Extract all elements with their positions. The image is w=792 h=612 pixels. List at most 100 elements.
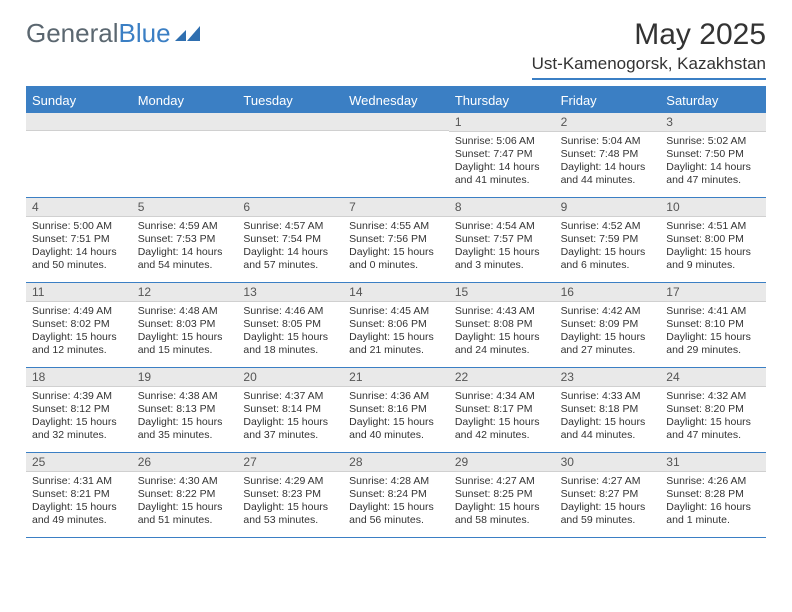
calendar-week: 25Sunrise: 4:31 AMSunset: 8:21 PMDayligh… — [26, 453, 766, 538]
calendar-cell: 28Sunrise: 4:28 AMSunset: 8:24 PMDayligh… — [343, 453, 449, 537]
calendar-cell: 22Sunrise: 4:34 AMSunset: 8:17 PMDayligh… — [449, 368, 555, 452]
sunset-text: Sunset: 7:56 PM — [349, 233, 443, 246]
cell-body: Sunrise: 4:28 AMSunset: 8:24 PMDaylight:… — [343, 472, 449, 533]
daylight-text: Daylight: 14 hours and 50 minutes. — [32, 246, 126, 272]
daylight-text: Daylight: 15 hours and 32 minutes. — [32, 416, 126, 442]
sunrise-text: Sunrise: 5:02 AM — [666, 135, 760, 148]
daylight-text: Daylight: 15 hours and 53 minutes. — [243, 501, 337, 527]
sunrise-text: Sunrise: 4:39 AM — [32, 390, 126, 403]
daylight-text: Daylight: 14 hours and 47 minutes. — [666, 161, 760, 187]
sunset-text: Sunset: 8:03 PM — [138, 318, 232, 331]
sunset-text: Sunset: 8:12 PM — [32, 403, 126, 416]
date-number: 26 — [132, 453, 238, 472]
calendar-cell: 4Sunrise: 5:00 AMSunset: 7:51 PMDaylight… — [26, 198, 132, 282]
weekday-label: Friday — [555, 88, 661, 113]
date-number: 8 — [449, 198, 555, 217]
cell-body: Sunrise: 4:31 AMSunset: 8:21 PMDaylight:… — [26, 472, 132, 533]
sunset-text: Sunset: 7:51 PM — [32, 233, 126, 246]
calendar-cell: 27Sunrise: 4:29 AMSunset: 8:23 PMDayligh… — [237, 453, 343, 537]
sunrise-text: Sunrise: 4:27 AM — [561, 475, 655, 488]
daylight-text: Daylight: 15 hours and 47 minutes. — [666, 416, 760, 442]
sunrise-text: Sunrise: 5:06 AM — [455, 135, 549, 148]
calendar-cell: 21Sunrise: 4:36 AMSunset: 8:16 PMDayligh… — [343, 368, 449, 452]
logo-mark-icon — [175, 18, 201, 49]
daylight-text: Daylight: 15 hours and 35 minutes. — [138, 416, 232, 442]
calendar-cell — [343, 113, 449, 197]
cell-body: Sunrise: 4:49 AMSunset: 8:02 PMDaylight:… — [26, 302, 132, 363]
sunrise-text: Sunrise: 5:04 AM — [561, 135, 655, 148]
daylight-text: Daylight: 15 hours and 3 minutes. — [455, 246, 549, 272]
sunset-text: Sunset: 8:02 PM — [32, 318, 126, 331]
sunrise-text: Sunrise: 4:27 AM — [455, 475, 549, 488]
calendar-cell: 7Sunrise: 4:55 AMSunset: 7:56 PMDaylight… — [343, 198, 449, 282]
daylight-text: Daylight: 14 hours and 57 minutes. — [243, 246, 337, 272]
sunrise-text: Sunrise: 4:42 AM — [561, 305, 655, 318]
sunset-text: Sunset: 8:22 PM — [138, 488, 232, 501]
cell-body: Sunrise: 4:54 AMSunset: 7:57 PMDaylight:… — [449, 217, 555, 278]
calendar-cell: 30Sunrise: 4:27 AMSunset: 8:27 PMDayligh… — [555, 453, 661, 537]
logo-text-1: General — [26, 18, 119, 49]
sunset-text: Sunset: 8:25 PM — [455, 488, 549, 501]
date-number: 21 — [343, 368, 449, 387]
daylight-text: Daylight: 16 hours and 1 minute. — [666, 501, 760, 527]
sunrise-text: Sunrise: 4:45 AM — [349, 305, 443, 318]
sunrise-text: Sunrise: 4:30 AM — [138, 475, 232, 488]
calendar-cell: 3Sunrise: 5:02 AMSunset: 7:50 PMDaylight… — [660, 113, 766, 197]
calendar-cell: 16Sunrise: 4:42 AMSunset: 8:09 PMDayligh… — [555, 283, 661, 367]
cell-body: Sunrise: 4:46 AMSunset: 8:05 PMDaylight:… — [237, 302, 343, 363]
date-number: 17 — [660, 283, 766, 302]
daylight-text: Daylight: 15 hours and 42 minutes. — [455, 416, 549, 442]
sunrise-text: Sunrise: 4:51 AM — [666, 220, 760, 233]
date-number: 4 — [26, 198, 132, 217]
sunrise-text: Sunrise: 4:29 AM — [243, 475, 337, 488]
header: GeneralBlue May 2025 Ust-Kamenogorsk, Ka… — [0, 0, 792, 86]
logo: GeneralBlue — [26, 18, 201, 49]
calendar-cell: 19Sunrise: 4:38 AMSunset: 8:13 PMDayligh… — [132, 368, 238, 452]
calendar-cell — [237, 113, 343, 197]
calendar-week: 11Sunrise: 4:49 AMSunset: 8:02 PMDayligh… — [26, 283, 766, 368]
date-number: 24 — [660, 368, 766, 387]
sunset-text: Sunset: 8:14 PM — [243, 403, 337, 416]
calendar-week: 18Sunrise: 4:39 AMSunset: 8:12 PMDayligh… — [26, 368, 766, 453]
calendar-cell: 6Sunrise: 4:57 AMSunset: 7:54 PMDaylight… — [237, 198, 343, 282]
date-number: 22 — [449, 368, 555, 387]
calendar-cell: 18Sunrise: 4:39 AMSunset: 8:12 PMDayligh… — [26, 368, 132, 452]
cell-body: Sunrise: 4:27 AMSunset: 8:25 PMDaylight:… — [449, 472, 555, 533]
daylight-text: Daylight: 15 hours and 18 minutes. — [243, 331, 337, 357]
cell-body: Sunrise: 4:32 AMSunset: 8:20 PMDaylight:… — [660, 387, 766, 448]
sunset-text: Sunset: 8:09 PM — [561, 318, 655, 331]
sunrise-text: Sunrise: 4:41 AM — [666, 305, 760, 318]
calendar-cell: 11Sunrise: 4:49 AMSunset: 8:02 PMDayligh… — [26, 283, 132, 367]
cell-body: Sunrise: 4:42 AMSunset: 8:09 PMDaylight:… — [555, 302, 661, 363]
calendar-cell: 14Sunrise: 4:45 AMSunset: 8:06 PMDayligh… — [343, 283, 449, 367]
calendar-cell: 12Sunrise: 4:48 AMSunset: 8:03 PMDayligh… — [132, 283, 238, 367]
sunset-text: Sunset: 8:21 PM — [32, 488, 126, 501]
date-number: 16 — [555, 283, 661, 302]
date-number: 20 — [237, 368, 343, 387]
date-number: 11 — [26, 283, 132, 302]
sunset-text: Sunset: 7:59 PM — [561, 233, 655, 246]
cell-body: Sunrise: 4:26 AMSunset: 8:28 PMDaylight:… — [660, 472, 766, 533]
date-number — [237, 113, 343, 131]
date-number — [132, 113, 238, 131]
cell-body: Sunrise: 4:41 AMSunset: 8:10 PMDaylight:… — [660, 302, 766, 363]
sunrise-text: Sunrise: 4:37 AM — [243, 390, 337, 403]
cell-body: Sunrise: 4:43 AMSunset: 8:08 PMDaylight:… — [449, 302, 555, 363]
cell-body: Sunrise: 4:36 AMSunset: 8:16 PMDaylight:… — [343, 387, 449, 448]
daylight-text: Daylight: 15 hours and 37 minutes. — [243, 416, 337, 442]
sunset-text: Sunset: 7:57 PM — [455, 233, 549, 246]
calendar-cell: 2Sunrise: 5:04 AMSunset: 7:48 PMDaylight… — [555, 113, 661, 197]
date-number: 2 — [555, 113, 661, 132]
weekday-label: Monday — [132, 88, 238, 113]
daylight-text: Daylight: 15 hours and 56 minutes. — [349, 501, 443, 527]
cell-body: Sunrise: 4:39 AMSunset: 8:12 PMDaylight:… — [26, 387, 132, 448]
sunset-text: Sunset: 8:10 PM — [666, 318, 760, 331]
calendar-cell: 9Sunrise: 4:52 AMSunset: 7:59 PMDaylight… — [555, 198, 661, 282]
calendar-cell: 24Sunrise: 4:32 AMSunset: 8:20 PMDayligh… — [660, 368, 766, 452]
cell-body: Sunrise: 4:48 AMSunset: 8:03 PMDaylight:… — [132, 302, 238, 363]
sunrise-text: Sunrise: 4:59 AM — [138, 220, 232, 233]
date-number: 25 — [26, 453, 132, 472]
weekday-label: Tuesday — [237, 88, 343, 113]
location-label: Ust-Kamenogorsk, Kazakhstan — [532, 54, 766, 80]
date-number: 19 — [132, 368, 238, 387]
